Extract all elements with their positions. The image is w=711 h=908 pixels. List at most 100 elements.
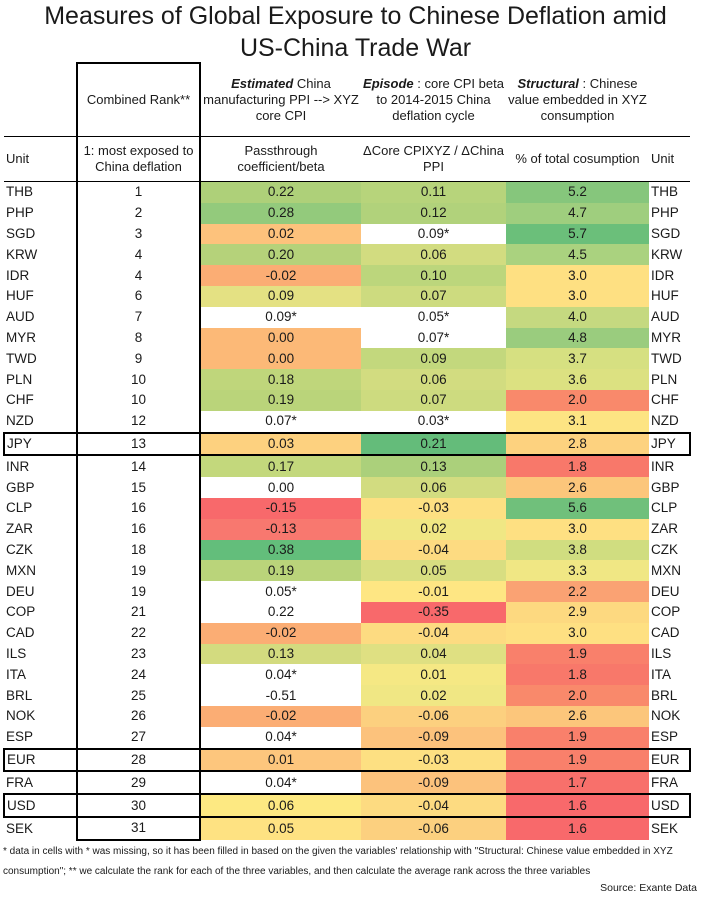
title-line-2: US-China Trade War [239,34,472,62]
rank-cell: 18 [76,539,201,561]
structural-cell: 1.6 [506,793,649,818]
table-row: TWD 9 0.00 0.09 3.7 TWD [4,348,690,370]
unit-cell-right: CAD [651,625,680,641]
structural-cell: 5.2 [506,180,649,203]
unit-cell: DEU [6,583,35,599]
structural-cell: 2.6 [506,705,649,727]
unit-cell: MXN [6,562,36,578]
episode-cell: -0.03 [361,497,506,519]
structural-cell: 2.9 [506,601,649,623]
table-row: SGD 3 0.02 0.09* 5.7 SGD [4,223,690,245]
unit-cell: CAD [6,625,35,641]
unit-cell-right: PHP [651,205,679,221]
episode-cell: 0.13 [361,455,506,478]
rank-cell: 3 [76,223,201,245]
ppi-cell: 0.00 [200,348,361,370]
unit-cell: JPY [3,431,77,457]
unit-cell-right: JPY [649,431,691,457]
ppi-cell: -0.02 [200,705,361,727]
ppi-cell: 0.04* [200,771,361,795]
table-row: ILS 23 0.13 0.04 1.9 ILS [4,643,690,665]
structural-cell: 2.0 [506,685,649,706]
header-structural-rest: : Chinese value embedded in XYZ consumpt… [508,75,647,123]
unit-cell: CLP [6,500,33,516]
rank-cell: 12 [76,410,201,433]
rank-cell: 27 [76,726,201,749]
ppi-cell: 0.17 [200,455,361,478]
unit-cell-right: INR [651,458,675,474]
rank-cell: 7 [76,306,201,328]
structural-cell: 3.3 [506,560,649,582]
unit-cell-right: FRA [651,774,678,790]
unit-cell-right: ITA [651,666,671,682]
rank-cell: 21 [76,601,201,623]
episode-cell: -0.03 [361,747,506,773]
structural-cell: 2.8 [506,431,649,457]
episode-cell: 0.01 [361,664,506,686]
table-row: PLN 10 0.18 0.06 3.6 PLN [4,369,690,390]
table-row: CZK 18 0.38 -0.04 3.8 CZK [4,539,690,561]
unit-cell: KRW [6,246,38,262]
unit-cell-right: PLN [651,371,678,387]
header-ppi-em: Estimated [231,75,294,91]
structural-cell: 3.6 [506,369,649,390]
table-row: MXN 19 0.19 0.05 3.3 MXN [4,560,690,582]
structural-cell: 4.5 [506,244,649,266]
header-unit-right: Unit [649,136,690,182]
episode-cell: -0.06 [361,705,506,727]
unit-cell: NZD [6,413,34,429]
header-unit-left: Unit [4,136,77,182]
unit-cell-right: MXN [651,562,681,578]
episode-cell: 0.21 [361,431,506,457]
episode-cell: 0.07 [361,285,506,307]
rank-cell: 15 [76,477,201,498]
unit-cell-right: NZD [651,413,679,429]
ppi-cell: 0.01 [200,747,361,773]
unit-cell: CHF [6,392,34,408]
episode-cell: 0.07 [361,389,506,411]
unit-cell-right: EUR [649,747,691,773]
rank-cell: 16 [76,518,201,540]
unit-cell-right: DEU [651,583,680,599]
episode-cell: 0.06 [361,477,506,498]
table-row: GBP 15 0.00 0.06 2.6 GBP [4,477,690,498]
unit-cell-right: ZAR [651,521,678,537]
ppi-cell: 0.09* [200,306,361,328]
structural-cell: 4.8 [506,327,649,349]
episode-cell: -0.35 [361,601,506,623]
structural-cell: 1.7 [506,771,649,795]
structural-cell: 1.9 [506,747,649,773]
unit-cell-right: THB [649,180,690,203]
episode-cell: 0.02 [361,518,506,540]
structural-cell: 2.0 [506,389,649,411]
ppi-cell: 0.19 [200,389,361,411]
rank-cell: 30 [76,793,201,818]
table-row: THB 1 0.22 0.11 5.2 THB [4,180,690,203]
rank-cell: 23 [76,643,201,665]
structural-cell: 4.7 [506,202,649,224]
table-row: BRL 25 -0.51 0.02 2.0 BRL [4,685,690,706]
episode-cell: -0.01 [361,581,506,602]
header-episode: Episode : core CPI beta to 2014-2015 Chi… [361,63,506,137]
table-row: NOK 26 -0.02 -0.06 2.6 NOK [4,705,690,727]
unit-cell-right: TWD [651,350,682,366]
ppi-cell: 0.06 [200,793,361,818]
table-row: NZD 12 0.07* 0.03* 3.1 NZD [4,410,690,433]
rank-cell: 4 [76,244,201,266]
table-row: SEK 31 0.05 -0.06 1.6 SEK [4,816,690,841]
unit-cell-right: MYR [651,329,681,345]
ppi-cell: 0.04* [200,664,361,686]
table-row: ESP 27 0.04* -0.09 1.9 ESP [4,726,690,749]
rank-cell: 22 [76,622,201,644]
unit-cell-right: SEK [651,820,679,836]
header-rank-sub: 1: most exposed to China deflation [76,136,201,182]
unit-cell: BRL [6,687,33,703]
episode-cell: 0.05* [361,306,506,328]
table-row: IDR 4 -0.02 0.10 3.0 IDR [4,265,690,286]
ppi-cell: 0.28 [200,202,361,224]
unit-cell: AUD [6,309,35,325]
rank-cell: 31 [76,816,201,841]
rank-cell: 6 [76,285,201,307]
ppi-cell: 0.04* [200,726,361,749]
unit-cell: ZAR [6,521,33,537]
